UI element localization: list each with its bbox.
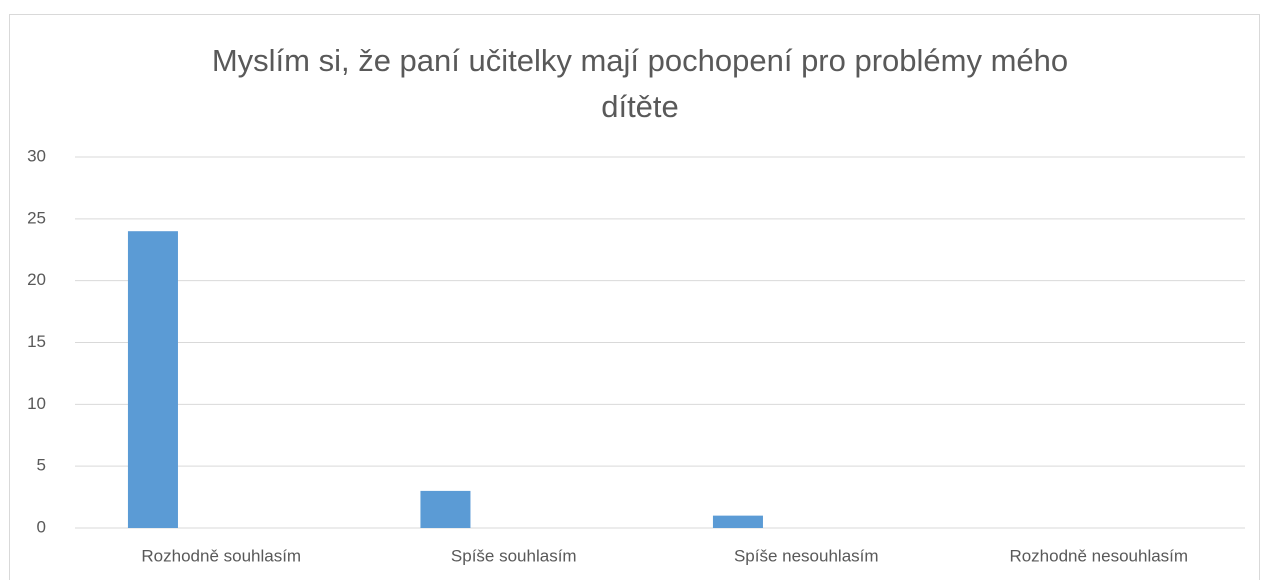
x-tick-label: Rozhodně nesouhlasím bbox=[1009, 546, 1188, 565]
y-tick-label: 20 bbox=[27, 270, 46, 289]
y-tick-label: 25 bbox=[27, 208, 46, 227]
x-tick-label: Spíše nesouhlasím bbox=[734, 546, 879, 565]
y-tick-label: 15 bbox=[27, 332, 46, 351]
x-tick-label: Spíše souhlasím bbox=[451, 546, 577, 565]
chart-title: Myslím si, že paní učitelky mají pochope… bbox=[211, 43, 1069, 124]
y-tick-label: 30 bbox=[27, 146, 46, 165]
bar bbox=[127, 231, 178, 528]
bar bbox=[712, 515, 763, 528]
y-tick-label: 0 bbox=[37, 517, 46, 536]
x-tick-label: Rozhodně souhlasím bbox=[141, 546, 301, 565]
y-tick-label: 10 bbox=[27, 394, 46, 413]
y-tick-label: 5 bbox=[37, 456, 46, 475]
chart-border bbox=[9, 14, 1260, 580]
bar bbox=[420, 490, 471, 528]
